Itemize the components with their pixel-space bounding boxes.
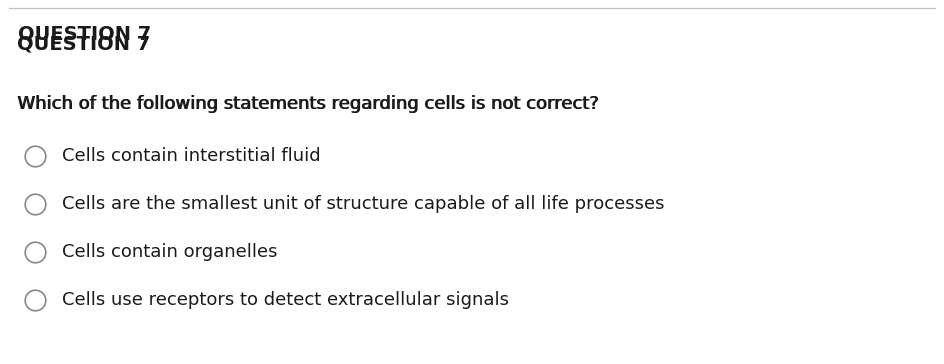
Text: Cells use receptors to detect extracellular signals: Cells use receptors to detect extracellu… bbox=[62, 291, 509, 309]
Text: Cells are the smallest unit of structure capable of all life processes: Cells are the smallest unit of structure… bbox=[62, 195, 665, 213]
Text: QUESTION 7: QUESTION 7 bbox=[17, 35, 150, 54]
Text: QUESTION 7: QUESTION 7 bbox=[18, 25, 151, 44]
Point bbox=[27, 201, 42, 207]
Point bbox=[27, 153, 42, 159]
Text: Which of the following statements regarding cells is not correct?: Which of the following statements regard… bbox=[17, 95, 598, 113]
Text: Which of the following statements regarding cells is not correct?: Which of the following statements regard… bbox=[18, 95, 599, 113]
Text: Cells contain organelles: Cells contain organelles bbox=[62, 243, 278, 261]
Text: Cells contain interstitial fluid: Cells contain interstitial fluid bbox=[62, 147, 321, 165]
Point bbox=[27, 249, 42, 255]
Point bbox=[27, 297, 42, 303]
